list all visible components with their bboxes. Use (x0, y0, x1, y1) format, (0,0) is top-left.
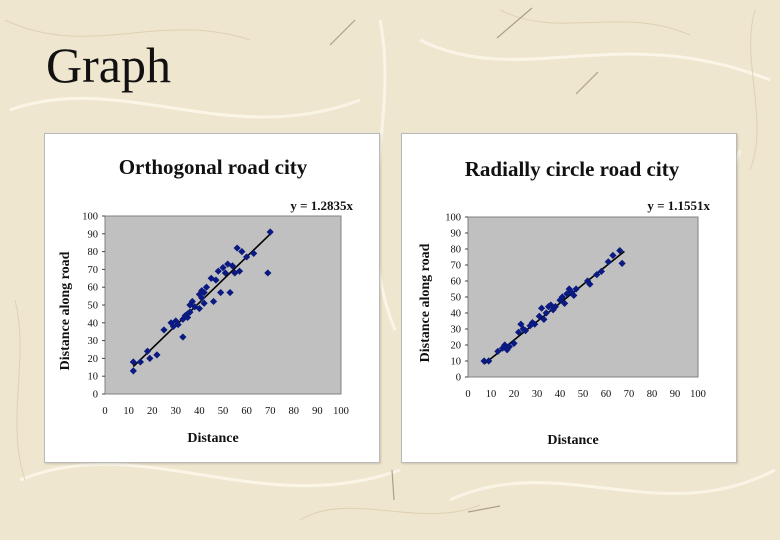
data-point (616, 247, 624, 255)
y-tick-label: 50 (451, 293, 462, 304)
data-point (547, 301, 555, 309)
y-tick-label: 80 (451, 245, 462, 256)
data-point (209, 297, 218, 306)
x-tick-label: 40 (555, 389, 566, 400)
x-tick-label: 0 (102, 406, 107, 417)
x-tick-label: 100 (690, 389, 706, 400)
y-tick-label: 90 (451, 229, 462, 240)
y-tick-label: 50 (88, 301, 99, 312)
x-axis-label: Distance (187, 431, 238, 446)
y-tick-label: 40 (451, 309, 462, 320)
y-tick-label: 20 (451, 341, 462, 352)
x-tick-label: 0 (465, 389, 470, 400)
y-tick-label: 60 (88, 283, 99, 294)
chart-panel-orthogonal: Orthogonal road city 0 10 20 30 40 50 60 70 80 90 1… (44, 133, 380, 463)
x-tick-label: 10 (486, 389, 497, 400)
y-tick-label: 10 (451, 357, 462, 368)
data-point (188, 297, 196, 306)
data-point (558, 293, 566, 301)
trendline-equation: y = 1.1551x (647, 198, 710, 213)
y-tick-label: 70 (88, 265, 99, 276)
y-tick-label: 40 (88, 318, 99, 329)
data-point (214, 267, 222, 275)
y-tick-label: 20 (88, 354, 99, 365)
y-tick-label: 30 (451, 325, 462, 336)
x-tick-label: 60 (241, 406, 252, 417)
chart-panel-radial: Radially circle road city 0 10 20 30 40 50 60 70… (401, 133, 737, 463)
y-axis-label: Distance along road (418, 243, 433, 362)
y-tick-label: 70 (451, 261, 462, 272)
data-point (233, 244, 241, 252)
data-point (250, 249, 258, 257)
y-axis-label: Distance along road (58, 251, 73, 370)
x-tick-label: 90 (670, 389, 681, 400)
x-tick-label: 20 (147, 406, 158, 417)
y-tick-label: 0 (456, 373, 461, 384)
y-tick-label: 100 (82, 212, 98, 223)
data-point (202, 283, 211, 291)
x-tick-label: 80 (647, 389, 658, 400)
data-point (219, 264, 227, 272)
chart-title: Radially circle road city (465, 157, 680, 181)
data-point (480, 357, 488, 365)
plot-area (467, 216, 699, 378)
y-tick-label: 0 (93, 390, 98, 401)
data-point (186, 308, 194, 316)
scatter-chart-orthogonal: Orthogonal road city 0 10 20 30 40 50 60 70 80 90 1… (58, 155, 353, 446)
data-point (235, 267, 244, 275)
data-point (572, 285, 580, 293)
x-tick-label: 70 (624, 389, 635, 400)
y-tick-label: 30 (88, 336, 99, 347)
data-point (129, 367, 137, 375)
data-point (195, 304, 203, 313)
trendline-equation: y = 1.2835x (290, 198, 353, 213)
x-tick-label: 50 (578, 389, 589, 400)
data-point (584, 277, 592, 285)
data-point (542, 309, 550, 317)
x-tick-label: 30 (171, 406, 182, 417)
y-tick-label: 100 (445, 213, 461, 224)
plot-area (104, 215, 342, 395)
data-point (243, 253, 251, 261)
x-tick-label: 100 (333, 406, 349, 417)
data-point (498, 344, 507, 352)
y-tick-label: 80 (88, 247, 99, 258)
y-tick-label: 10 (88, 372, 99, 383)
x-tick-label: 80 (289, 406, 300, 417)
x-tick-label: 60 (601, 389, 612, 400)
x-tick-label: 50 (218, 406, 229, 417)
x-tick-label: 10 (123, 406, 134, 417)
y-tick-label: 90 (88, 229, 99, 240)
data-point (266, 228, 274, 236)
x-tick-label: 90 (312, 406, 323, 417)
data-point (485, 357, 493, 365)
x-tick-label: 30 (532, 389, 543, 400)
scatter-chart-radial: Radially circle road city 0 10 20 30 40 50 60 70… (418, 157, 710, 448)
x-axis-label: Distance (547, 433, 598, 448)
y-tick-label: 60 (451, 277, 462, 288)
x-tick-label: 40 (194, 406, 205, 417)
x-tick-label: 20 (509, 389, 520, 400)
data-point (238, 248, 246, 256)
data-point (198, 294, 206, 302)
data-point (207, 274, 215, 282)
chart-title: Orthogonal road city (119, 155, 308, 179)
x-tick-label: 70 (265, 406, 276, 417)
slide-title: Graph (46, 37, 171, 93)
